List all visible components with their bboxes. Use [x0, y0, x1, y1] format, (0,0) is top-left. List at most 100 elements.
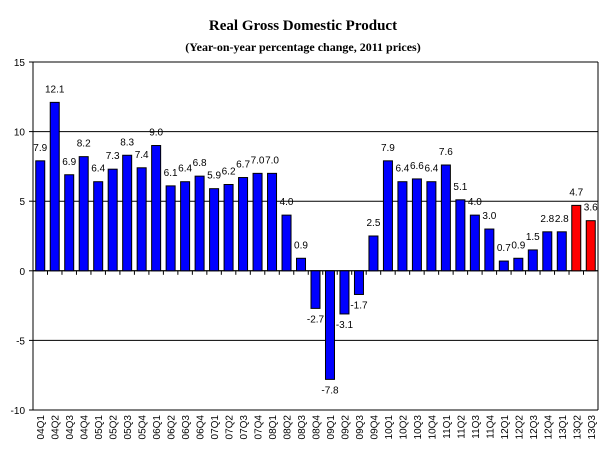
- bar: [223, 183, 234, 272]
- x-tick-label: 10Q1: [384, 415, 395, 440]
- bar: [136, 167, 147, 272]
- bar: [397, 181, 408, 272]
- x-tick-label: 06Q2: [167, 415, 178, 440]
- x-tick-label: 12Q2: [514, 415, 525, 440]
- bar: [78, 156, 89, 272]
- data-label: 6.2: [222, 166, 236, 177]
- x-tick-label: 07Q4: [254, 415, 265, 440]
- x-tick-label: 08Q1: [268, 415, 279, 440]
- x-tick-label: 07Q2: [225, 415, 236, 440]
- data-label: -3.1: [336, 320, 354, 331]
- bar: [382, 160, 393, 272]
- bar: [93, 181, 104, 272]
- data-label: 2.8: [555, 214, 569, 225]
- data-label: 12.1: [45, 84, 65, 95]
- x-tick-label: 09Q3: [355, 415, 366, 440]
- bar: [585, 220, 596, 272]
- x-tick-label: 10Q4: [427, 415, 438, 440]
- data-label: 6.6: [410, 161, 424, 172]
- x-tick-label: 13Q3: [587, 415, 598, 440]
- data-label: 7.4: [135, 150, 149, 161]
- bar: [426, 181, 437, 272]
- bar: [339, 270, 350, 315]
- x-tick-label: 06Q3: [181, 415, 192, 440]
- x-tick-label: 11Q2: [456, 415, 467, 439]
- y-tick-label: 10: [14, 128, 26, 139]
- chart-subtitle: (Year-on-year percentage change, 2011 pr…: [185, 40, 421, 54]
- data-label: 5.1: [453, 182, 467, 193]
- x-tick-label: 12Q1: [500, 415, 511, 440]
- bar: [252, 172, 263, 272]
- bar: [411, 178, 422, 272]
- data-label: 7.6: [439, 147, 453, 158]
- x-tick-label: 12Q3: [529, 415, 540, 440]
- data-label: 6.9: [62, 157, 76, 168]
- bar: [542, 231, 553, 272]
- data-label: 2.8: [540, 214, 554, 225]
- x-tick-label: 04Q3: [65, 415, 76, 440]
- bar: [107, 168, 118, 272]
- bar: [180, 181, 191, 272]
- data-label: 3.6: [584, 203, 598, 214]
- data-label: 5.9: [207, 171, 221, 182]
- bar: [238, 177, 249, 272]
- data-label: 7.0: [251, 155, 265, 166]
- bar: [64, 174, 75, 272]
- data-label: 1.5: [526, 232, 540, 243]
- data-label: -2.7: [307, 314, 325, 325]
- bar: [281, 214, 292, 272]
- data-label: 7.0: [265, 155, 279, 166]
- bar: [151, 145, 162, 272]
- x-tick-label: 05Q2: [109, 415, 120, 440]
- x-tick-label: 10Q2: [398, 415, 409, 440]
- data-label: 0.9: [511, 240, 525, 251]
- data-label: 3.0: [482, 211, 496, 222]
- x-tick-label: 07Q3: [239, 415, 250, 440]
- x-tick-label: 08Q4: [312, 415, 323, 440]
- data-label: 8.3: [120, 137, 134, 148]
- bar: [267, 172, 278, 272]
- y-tick-label: 0: [19, 267, 25, 278]
- x-tick-label: 05Q3: [123, 415, 134, 440]
- bar: [296, 257, 307, 272]
- data-label: 7.3: [106, 151, 120, 162]
- data-label: 6.4: [91, 164, 105, 175]
- data-label: -7.8: [321, 385, 339, 396]
- data-label: -1.7: [350, 300, 368, 311]
- x-tick-label: 05Q1: [94, 415, 105, 440]
- bar: [498, 260, 509, 272]
- data-label: 9.0: [149, 128, 163, 139]
- x-tick-label: 06Q4: [196, 415, 207, 440]
- data-label: 0.7: [497, 243, 511, 254]
- data-label: 8.2: [77, 139, 91, 150]
- bar: [35, 160, 46, 272]
- y-tick-label: -10: [11, 406, 26, 417]
- chart-title: Real Gross Domestic Product: [208, 18, 398, 34]
- data-label: 6.1: [164, 168, 178, 179]
- x-tick-label: 09Q1: [326, 415, 337, 440]
- x-tick-label: 09Q2: [340, 415, 351, 440]
- data-label: 6.7: [236, 160, 250, 171]
- x-tick-label: 11Q1: [442, 415, 453, 439]
- bar: [455, 199, 466, 272]
- x-tick-label: 12Q4: [543, 415, 554, 440]
- bar: [368, 235, 379, 272]
- data-label: 6.4: [178, 164, 192, 175]
- x-tick-label: 11Q4: [485, 415, 496, 439]
- bar: [209, 188, 220, 272]
- data-label: 4.7: [569, 187, 583, 198]
- data-label: 4.0: [280, 197, 294, 208]
- data-label: 4.0: [468, 197, 482, 208]
- y-tick-label: 5: [19, 197, 25, 208]
- bar: [556, 231, 567, 272]
- data-label: 0.9: [294, 240, 308, 251]
- bar: [440, 164, 451, 272]
- data-label: 7.9: [381, 143, 395, 154]
- bar: [513, 257, 524, 272]
- data-label: 6.4: [424, 164, 438, 175]
- y-tick-label: 15: [14, 58, 26, 69]
- bar: [165, 185, 176, 272]
- bar: [310, 270, 321, 309]
- x-tick-label: 09Q4: [369, 415, 380, 440]
